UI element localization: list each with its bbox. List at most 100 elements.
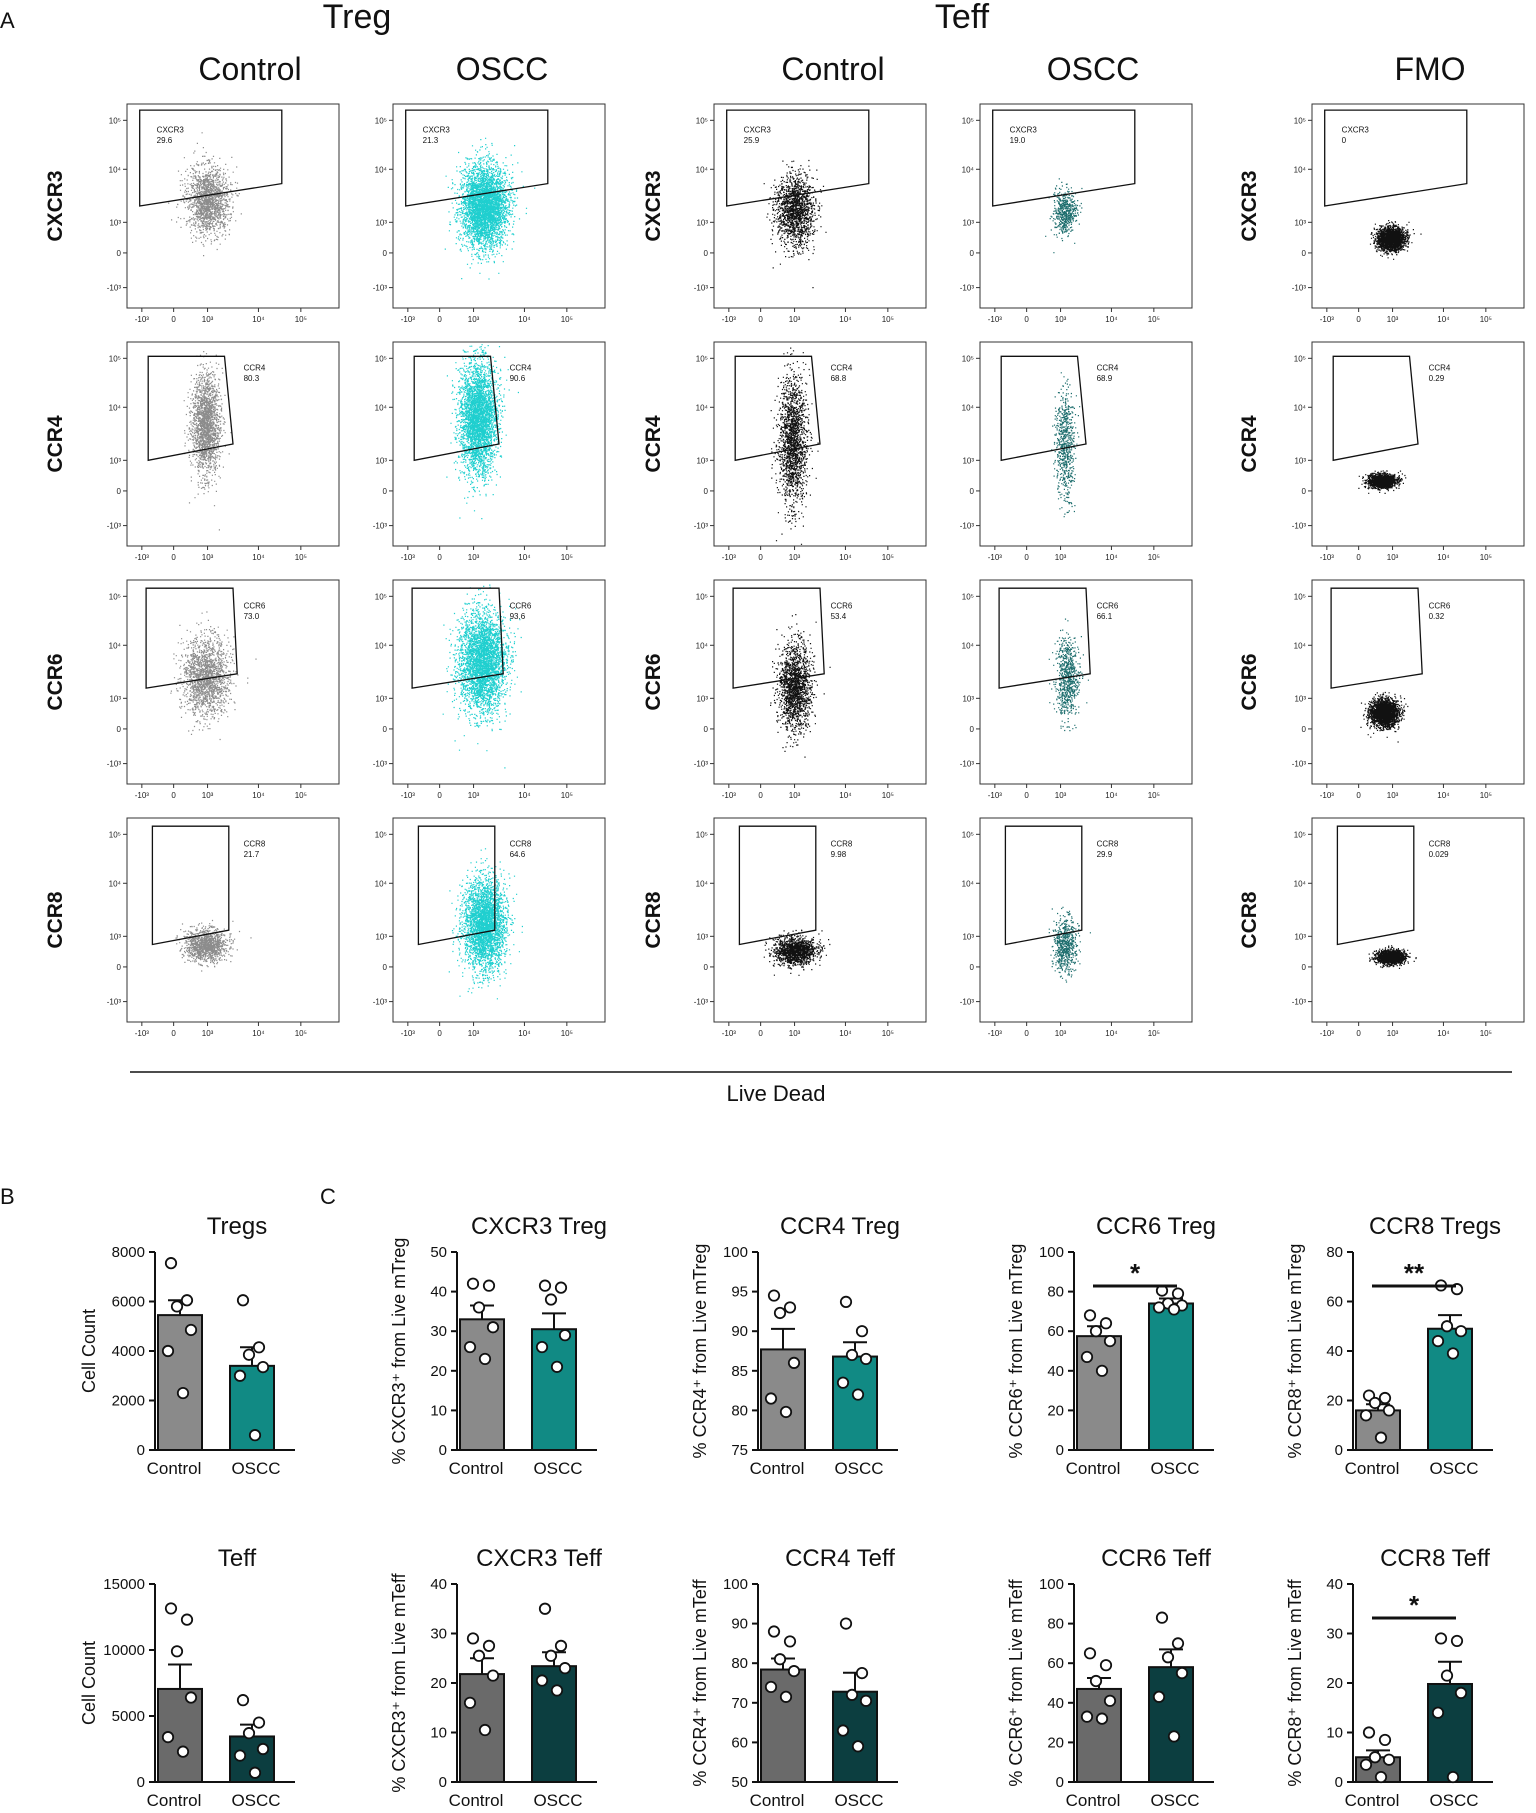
x-tick-label: 0: [758, 315, 763, 324]
y-tick-label: 10⁵: [962, 116, 974, 125]
y-tick-label: 10³: [1294, 694, 1306, 703]
y-tick-label: 0: [117, 249, 122, 258]
gate-polygon: [417, 825, 496, 946]
x-tick-label: -10³: [988, 791, 1003, 800]
plot-frame: [713, 817, 927, 1023]
x-tick-label: -10³: [1320, 1029, 1335, 1038]
data-point: [839, 1617, 853, 1630]
data-point: [170, 1645, 184, 1658]
y-tick-label: 30: [430, 1626, 447, 1643]
x-tick-label: 10³: [202, 315, 214, 324]
x-tick-label: -10³: [401, 553, 416, 562]
x-tick-label: 0: [171, 553, 176, 562]
data-point: [184, 1691, 198, 1704]
y-tick-label: 60: [1326, 1294, 1343, 1311]
y-tick-label: -10³: [1292, 284, 1307, 293]
row-label-cxcr3: CXCR3: [1238, 170, 1261, 241]
y-tick-label: 10³: [109, 932, 121, 941]
y-tick-label: 10⁵: [109, 354, 121, 363]
x-tick-label: 0: [1356, 1029, 1361, 1038]
x-tick-label: -10³: [135, 1029, 150, 1038]
data-point: [1167, 1303, 1181, 1316]
x-category-label: Control: [750, 1791, 805, 1810]
gate-name: CXCR3: [1342, 126, 1370, 135]
chart-title: CCR4 Teff: [785, 1545, 895, 1572]
y-tick-label: 6000: [112, 1294, 145, 1311]
y-tick-label: -10³: [373, 760, 388, 769]
data-point: [554, 1639, 568, 1652]
y-tick-label: 10⁵: [696, 116, 708, 125]
y-tick-label: 10³: [962, 932, 974, 941]
y-tick-label: 10³: [962, 694, 974, 703]
bar-oscc: [1427, 1682, 1473, 1783]
gate-value: 9.98: [831, 850, 847, 859]
data-point: [764, 1392, 778, 1405]
y-tick-label: 90: [731, 1323, 748, 1340]
x-category-label: Control: [1345, 1459, 1400, 1478]
y-tick-label: 4000: [112, 1343, 145, 1360]
y-tick-label: 10³: [696, 218, 708, 227]
x-category-label: OSCC: [533, 1791, 582, 1810]
y-tick-label: 80: [1326, 1244, 1343, 1261]
data-point: [180, 1613, 194, 1626]
data-point: [1080, 1710, 1094, 1723]
x-category-label: OSCC: [1150, 1459, 1199, 1478]
data-point: [1095, 1712, 1109, 1725]
y-tick-label: 10³: [375, 456, 387, 465]
y-tick-label: 60: [731, 1734, 748, 1751]
data-point: [779, 1405, 793, 1419]
y-tick-label: 10⁵: [962, 354, 974, 363]
x-tick-label: 0: [758, 1029, 763, 1038]
y-tick-label: 10⁵: [109, 830, 121, 839]
event-dots: [1048, 906, 1091, 983]
x-tick-label: -10³: [1320, 553, 1335, 562]
y-tick-label: 10⁵: [1294, 354, 1306, 363]
data-point: [256, 1360, 270, 1374]
y-tick-label: 10⁴: [109, 879, 122, 888]
gate-polygon: [992, 109, 1136, 207]
x-category-label: Control: [1066, 1459, 1121, 1478]
x-tick-label: 10³: [468, 791, 480, 800]
y-tick-label: 0: [1302, 249, 1307, 258]
gate-value: 0.29: [1429, 374, 1445, 383]
x-tick-label: -10³: [988, 553, 1003, 562]
data-point: [535, 1340, 549, 1354]
x-tick-label: 0: [171, 1029, 176, 1038]
data-point: [233, 1369, 247, 1382]
gate-polygon: [738, 825, 817, 946]
gate-polygon: [147, 355, 234, 462]
gate-polygon: [413, 355, 500, 462]
y-tick-label: 10⁴: [375, 879, 388, 888]
data-point: [176, 1745, 190, 1758]
x-tick-label: 0: [758, 791, 763, 800]
data-point: [1374, 1431, 1388, 1444]
data-point: [1089, 1325, 1103, 1338]
gate-value: 0.029: [1429, 850, 1450, 859]
gate-polygon: [1330, 587, 1423, 689]
data-point: [248, 1429, 262, 1442]
y-tick-label: 10⁴: [1294, 879, 1307, 888]
bar-chart: CCR4 Teff 50 60 70 80 90 100 % CCR4⁺ from Live …: [690, 1545, 898, 1810]
y-tick-label: 15000: [103, 1576, 145, 1593]
gate-name: CXCR3: [423, 126, 451, 135]
x-tick-label: 10³: [1055, 1029, 1067, 1038]
data-point: [1382, 1404, 1396, 1417]
y-tick-label: 60: [1047, 1655, 1064, 1672]
x-tick-label: 0: [437, 315, 442, 324]
y-tick-label: 100: [1039, 1576, 1064, 1593]
row-label-cxcr3: CXCR3: [44, 170, 67, 241]
data-point: [859, 1694, 873, 1707]
x-tick-label: -10³: [1320, 791, 1335, 800]
x-tick-label: 0: [437, 553, 442, 562]
data-point: [1171, 1287, 1185, 1300]
x-tick-label: 10⁴: [839, 1029, 852, 1038]
row-label-ccr8: CCR8: [642, 891, 665, 948]
y-tick-label: -10³: [960, 284, 975, 293]
y-tick-label: 10³: [109, 456, 121, 465]
data-point: [466, 1632, 480, 1645]
